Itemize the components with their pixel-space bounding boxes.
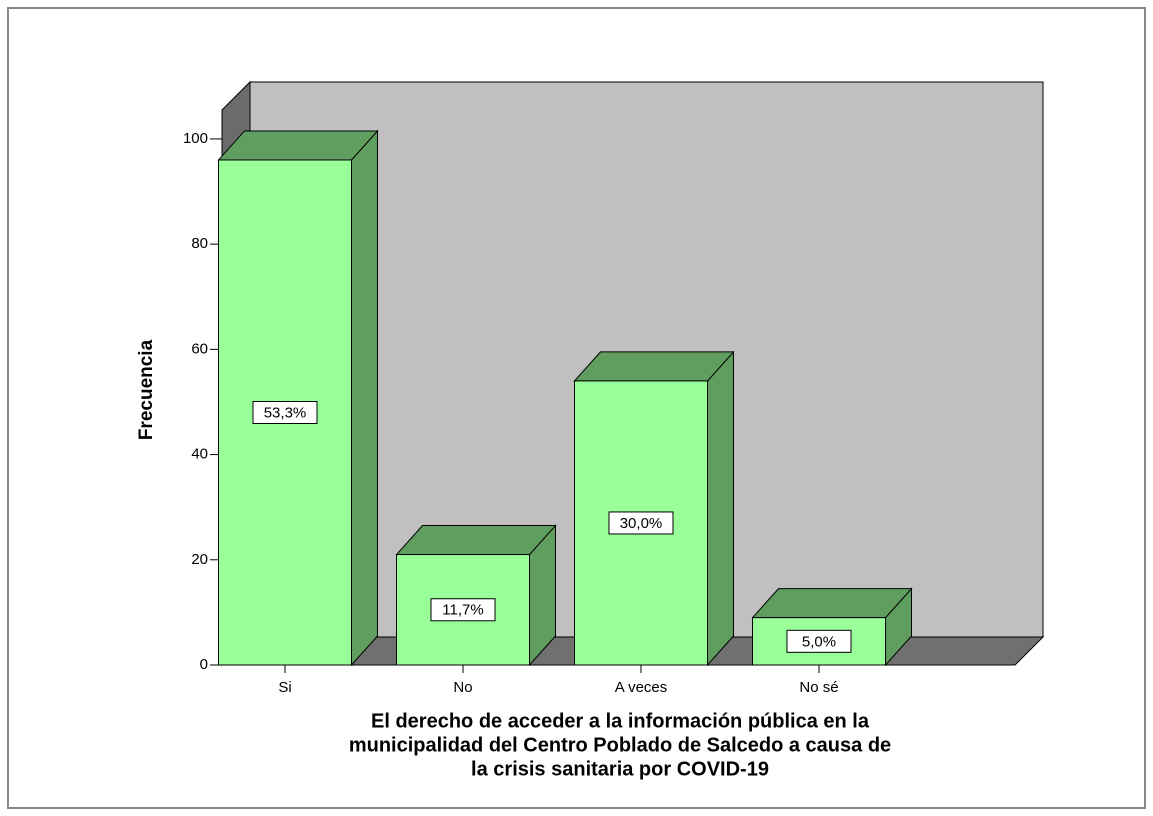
y-axis-label: Frecuencia (136, 339, 157, 440)
x-tick-label: Si (278, 679, 291, 696)
bar-top (573, 351, 735, 382)
bar-side (707, 350, 734, 667)
data-label-box (430, 598, 496, 622)
y-tick-label: 80 (191, 235, 208, 252)
x-tick-label: A veces (615, 679, 668, 696)
data-label: 5,0% (802, 633, 836, 650)
x-axis-label: municipalidad del Centro Poblado de Salc… (349, 734, 891, 756)
y-tick-label: 40 (191, 446, 208, 463)
data-label: 53,3% (264, 404, 307, 421)
bar-top (217, 130, 379, 161)
bar-side (351, 129, 378, 667)
y-tick-label: 0 (200, 656, 208, 673)
data-label-box (786, 629, 852, 653)
x-axis-label: El derecho de acceder a la información p… (371, 710, 870, 732)
x-tick-label: No (453, 679, 472, 696)
data-label: 11,7% (442, 602, 483, 619)
bar-top (751, 588, 913, 619)
x-axis-label: la crisis sanitaria por COVID-19 (471, 758, 769, 780)
y-tick-label: 60 (191, 340, 208, 357)
y-tick-label: 100 (183, 130, 208, 147)
y-tick-label: 20 (191, 551, 208, 568)
data-label-box (608, 511, 674, 535)
x-tick-label: No sé (799, 679, 838, 696)
data-label: 30,0% (620, 515, 663, 532)
bar-top (395, 525, 557, 556)
data-label-box (252, 400, 318, 424)
